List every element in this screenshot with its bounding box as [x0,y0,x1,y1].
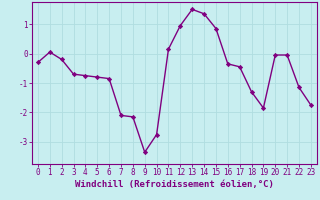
X-axis label: Windchill (Refroidissement éolien,°C): Windchill (Refroidissement éolien,°C) [75,180,274,189]
